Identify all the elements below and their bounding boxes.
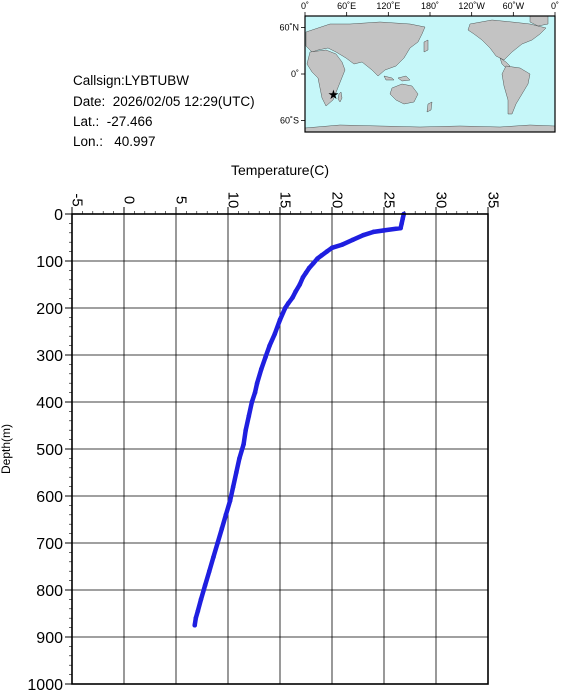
station-marker: ★ [328, 87, 340, 102]
data-point [202, 583, 208, 588]
data-point [198, 597, 204, 602]
data-point [315, 256, 320, 261]
y-tick-label: 800 [36, 583, 63, 600]
x-tick-label: 30 [433, 192, 450, 209]
data-point [329, 245, 335, 251]
y-tick-label: 900 [36, 630, 63, 647]
y-tick-label: 500 [36, 442, 63, 459]
data-point [252, 390, 258, 395]
data-point [215, 540, 220, 546]
data-point [258, 366, 264, 372]
data-point [254, 380, 260, 386]
y-tick-label: 700 [36, 536, 63, 553]
data-point [249, 399, 255, 405]
data-point [310, 261, 316, 266]
data-point [227, 498, 233, 504]
data-point [277, 317, 283, 323]
data-point [223, 512, 229, 518]
data-point [243, 427, 248, 433]
series-line [192, 211, 407, 628]
map-lat-label: 60˚N [279, 23, 299, 33]
data-point [319, 253, 324, 258]
y-tick-label: 600 [36, 489, 63, 506]
data-point [350, 237, 356, 243]
data-point [371, 229, 376, 235]
data-point [282, 305, 288, 311]
data-point [340, 242, 345, 247]
map-lat-label: 0˚ [291, 69, 299, 79]
y-tick-label: 100 [36, 254, 63, 271]
date-text: Date: 2026/02/05 12:29(UTC) [73, 94, 255, 109]
data-point [234, 470, 239, 475]
y-tick-label: 200 [36, 301, 63, 318]
callsign-text: Callsign:LYBTUBW [73, 73, 190, 88]
data-series [192, 211, 407, 628]
temperature-depth-chart: -5 0 5 10 15 20 25 30 35 0 100 200 300 400 500 600 700 8… [0, 162, 502, 690]
latitude-text: Lat.: -27.466 [73, 114, 153, 129]
data-point [193, 615, 199, 621]
data-point [400, 216, 406, 221]
y-axis-label: Depth(m) [0, 424, 13, 474]
map-land [304, 15, 556, 133]
data-point [324, 249, 330, 254]
y-tick-label: 0 [54, 207, 63, 224]
longitude-text: Lon.: 40.997 [73, 134, 156, 149]
data-point [286, 301, 291, 306]
data-point [381, 228, 387, 233]
data-point [195, 608, 201, 614]
x-tick-label: 5 [173, 196, 190, 204]
y-tick-labels: 0 100 200 300 400 500 600 700 800 900 1000 [27, 207, 63, 690]
chart-ticks [65, 207, 489, 685]
x-axis-label: Temperature(C) [231, 162, 329, 178]
y-tick-label: 1000 [27, 677, 63, 690]
data-point [398, 225, 403, 231]
data-point [300, 275, 306, 280]
data-point [219, 526, 225, 532]
data-point [293, 289, 298, 294]
chart-grid [71, 213, 489, 685]
map-lon-label: 180˚ [421, 1, 439, 11]
x-tick-label: -5 [69, 193, 86, 206]
x-tick-label: 0 [121, 196, 138, 204]
data-point [399, 221, 404, 226]
data-point [290, 295, 295, 300]
data-point [306, 265, 312, 271]
data-point [297, 282, 303, 287]
data-point [241, 442, 246, 447]
data-point [230, 484, 236, 489]
x-tick-label: 25 [381, 192, 398, 209]
data-point [206, 568, 212, 574]
data-point [360, 232, 366, 238]
y-tick-label: 300 [36, 348, 63, 365]
x-tick-label: 35 [485, 192, 502, 209]
data-point [246, 413, 252, 419]
map-lon-label: 120˚E [376, 1, 400, 11]
data-point [272, 331, 278, 337]
x-tick-label: 20 [329, 192, 346, 209]
x-tick-labels: -5 0 5 10 15 20 25 30 35 [69, 192, 502, 209]
map-lon-label: 120˚W [458, 1, 485, 11]
data-point [192, 622, 198, 628]
map-lon-label: 60˚E [337, 1, 356, 11]
world-map: 0˚ 60˚E 120˚E 180˚ 120˚W 60˚W 0˚ 60˚N 0˚ 60˚S ★ [279, 1, 559, 133]
data-point [263, 355, 268, 360]
data-point [211, 554, 216, 560]
data-point [267, 343, 272, 348]
map-ticks: 0˚ 60˚E 120˚E 180˚ 120˚W 60˚W 0˚ 60˚N 0˚ 60˚S [279, 1, 559, 125]
map-marker: ★ [328, 87, 340, 102]
data-point [303, 270, 309, 276]
map-lon-label: 0˚ [301, 1, 309, 11]
x-tick-label: 10 [225, 192, 242, 209]
chart-frame [71, 213, 489, 685]
data-point [237, 456, 242, 461]
map-lon-label: 60˚W [503, 1, 525, 11]
x-tick-label: 15 [277, 192, 294, 209]
map-lat-label: 60˚S [280, 115, 299, 125]
map-lon-label: 0˚ [551, 1, 559, 11]
y-tick-label: 400 [36, 395, 63, 412]
